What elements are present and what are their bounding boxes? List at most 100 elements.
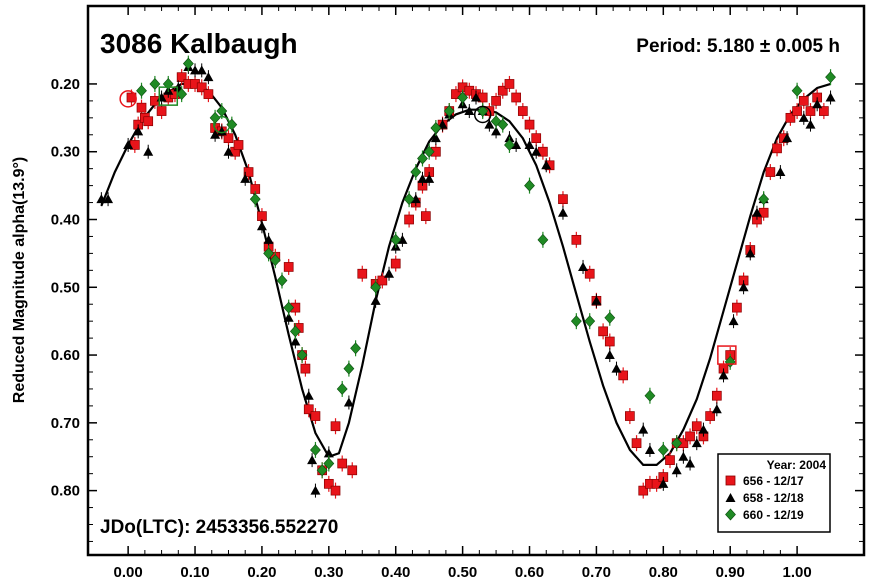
data-point-656 (491, 96, 501, 106)
highlighted-points (119, 86, 737, 365)
y-tick-label: 0.80 (51, 483, 80, 500)
legend-diamond-marker (725, 508, 736, 521)
x-tick-label: 0.40 (381, 564, 410, 581)
highlight-circle (213, 115, 231, 134)
data-point-658 (464, 106, 475, 116)
data-point-656 (691, 421, 702, 432)
data-point-658 (711, 404, 722, 414)
data-point-656 (732, 302, 742, 313)
data-point-656 (517, 106, 528, 116)
legend-triangle-marker (725, 493, 736, 502)
y-tick-label: 0.60 (51, 347, 80, 364)
data-point-656 (420, 211, 431, 221)
y-axis-label: Reduced Magnitude alpha(13.9°) (11, 157, 28, 403)
data-point-660 (537, 233, 549, 246)
y-tick-label: 0.40 (51, 212, 80, 229)
data-point-656 (404, 214, 414, 225)
data-point-660 (136, 84, 147, 97)
data-point-660 (209, 111, 221, 124)
x-tick-label: 0.60 (515, 564, 544, 581)
data-point-658 (216, 126, 227, 136)
data-point-658 (531, 146, 542, 156)
data-point-656 (233, 140, 244, 150)
data-point-660 (149, 77, 161, 90)
data-point-658 (738, 282, 749, 292)
data-point-658 (691, 438, 702, 448)
data-point-658 (123, 139, 134, 149)
data-point-660 (423, 145, 435, 158)
x-tick-label: 0.20 (247, 564, 276, 581)
data-point-656 (685, 431, 695, 442)
data-point-656 (390, 258, 401, 269)
data-point-660 (417, 152, 428, 165)
data-point-658 (424, 173, 435, 183)
data-point-656 (618, 370, 629, 381)
data-point-658 (397, 234, 408, 244)
data-point-656 (571, 234, 582, 245)
data-point-656 (805, 106, 816, 116)
y-tick-label: 0.50 (51, 279, 80, 296)
data-point-658 (223, 146, 234, 156)
data-point-660 (644, 389, 656, 402)
epoch-label: JDo(LTC): 2453356.552270 (100, 517, 338, 538)
highlight-circle (119, 90, 137, 108)
data-point-656 (337, 458, 348, 469)
y-tick-label: 0.30 (51, 144, 80, 161)
data-point-658 (611, 363, 622, 373)
data-point-660 (671, 437, 683, 450)
data-point-656 (330, 421, 341, 432)
legend-entry-658: 658 - 12/18 (743, 491, 804, 505)
data-point-658 (798, 112, 809, 122)
data-point-660 (176, 88, 188, 101)
x-tick-label: 0.50 (448, 564, 477, 581)
data-point-658 (805, 119, 816, 129)
data-point-658 (283, 312, 294, 322)
data-point-660 (370, 281, 382, 294)
data-point-660 (524, 179, 535, 192)
highlight-square (717, 345, 737, 365)
highlight-square (158, 86, 179, 106)
data-point-656 (347, 465, 358, 476)
data-point-658 (491, 126, 502, 136)
data-point-656 (203, 89, 214, 99)
data-point-656 (819, 106, 829, 116)
data-point-660 (403, 193, 415, 206)
data-point-658 (310, 485, 321, 495)
data-point-656 (598, 326, 608, 337)
data-point-658 (437, 119, 448, 129)
data-point-656 (558, 194, 568, 205)
data-point-660 (350, 342, 361, 355)
data-point-660 (289, 325, 301, 338)
data-point-658 (384, 268, 395, 278)
data-point-656 (310, 411, 321, 421)
data-point-658 (541, 160, 552, 170)
data-point-658 (143, 146, 154, 156)
data-point-660 (604, 311, 616, 324)
data-point-660 (283, 301, 295, 314)
data-point-660 (263, 247, 275, 260)
data-point-660 (310, 443, 321, 456)
data-point-658 (557, 207, 568, 217)
data-point-660 (430, 122, 442, 134)
x-tick-label: 0.70 (582, 564, 611, 581)
data-point-660 (570, 315, 582, 328)
data-point-656 (772, 143, 782, 154)
x-tick-label: 0.00 (114, 564, 143, 581)
data-point-660 (758, 193, 770, 206)
data-point-658 (303, 390, 314, 400)
data-point-656 (196, 82, 207, 93)
data-point-658 (775, 167, 786, 177)
data-point-656 (792, 106, 802, 116)
data-point-658 (698, 424, 709, 434)
data-point-658 (678, 451, 689, 461)
data-point-656 (798, 96, 809, 106)
data-point-660 (497, 118, 509, 131)
data-point-656 (584, 268, 595, 279)
data-point-660 (504, 138, 515, 151)
data-point-660 (249, 193, 261, 206)
data-point-658 (240, 173, 251, 183)
data-point-658 (471, 92, 481, 102)
data-point-656 (283, 262, 294, 272)
data-point-656 (357, 268, 368, 279)
data-point-660 (657, 443, 669, 456)
